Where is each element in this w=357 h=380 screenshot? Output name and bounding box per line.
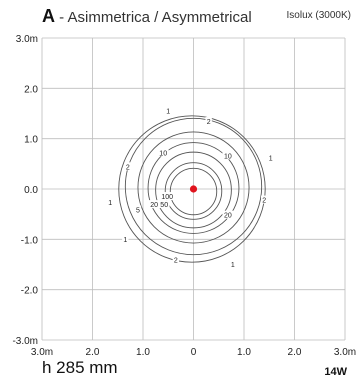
y-tick-label: 3.0m [16,34,38,45]
contour-5-lux [137,131,250,244]
chart-title: A - Asimmetrica / Asymmetrical [42,6,252,27]
contour-label-background [106,198,114,207]
contour-label: 20 [150,202,158,209]
contour-label: 2 [207,119,211,126]
contour-label-background [222,151,234,160]
power-rating: 14W [324,366,347,378]
contour-label-background [124,162,132,171]
x-axis-ticks: 3.0m 2.0 1.0 0 1.0 2.0 3.0m [31,347,356,358]
contour-label: 1 [231,262,235,269]
contour-2-lux [124,117,263,256]
contour-10-lux [147,142,240,234]
contour-1-lux [118,115,266,263]
x-tick-label: 3.0m [334,347,356,358]
title-letter: A [42,6,55,26]
contour-label: 5 [136,208,140,215]
contour-label: 100 [161,194,173,201]
contour-label-background [134,205,142,214]
contour-50-lux [164,162,223,220]
chart-subtitle: Isolux (3000K) [286,10,351,21]
y-tick-label: -2.0 [21,286,39,297]
contour-label: 1 [269,155,273,162]
y-tick-label: 0.0 [24,185,38,196]
light-source [189,185,198,193]
contour-label: 2 [126,164,130,171]
grid [41,37,346,341]
title-text: - Asimmetrica / Asymmetrical [55,9,252,26]
y-tick-label: 1.0 [24,135,38,146]
y-axis-ticks: 3.0m 2.0 1.0 0.0 -1.0 -2.0 -3.0m [12,34,38,347]
y-tick-label: -3.0m [12,336,38,347]
contour-label-background [172,255,180,264]
contour-label-background [229,260,237,268]
contour-label: 10 [159,150,167,157]
contour-label: 1 [123,237,127,244]
x-tick-label: 2.0 [288,347,302,358]
contour-label-background [165,106,172,115]
light-source-point [189,185,198,193]
contour-label-background [158,200,170,209]
contour-100-lux [169,167,218,216]
contour-label: 10 [224,153,232,160]
x-tick-label: 1.0 [237,347,251,358]
contour-label-background [261,195,268,204]
contour-label: 2 [174,257,178,264]
contour-label-background [122,234,129,243]
mounting-height: h 285 mm [42,358,118,377]
contour-label-background [222,210,234,219]
contour-label-background [159,192,175,201]
contour-label: 2 [262,198,266,205]
contour-label-background [205,117,212,126]
contour-label-background [157,148,169,157]
x-tick-label: 1.0 [136,347,150,358]
x-tick-label: 3.0m [31,347,53,358]
contour-20-lux [155,151,232,229]
x-tick-label: 2.0 [86,347,100,358]
y-tick-label: -1.0 [21,235,39,246]
contour-label: 1 [166,108,170,115]
contour-label-background [148,200,160,209]
y-tick-label: 2.0 [24,84,38,95]
contour-label-background [267,153,274,162]
contour-label: 1 [108,200,112,207]
contour-lines [118,115,266,263]
x-tick-label: 0 [191,347,197,358]
contour-label: 20 [224,213,232,220]
contour-label: 50 [160,202,168,209]
